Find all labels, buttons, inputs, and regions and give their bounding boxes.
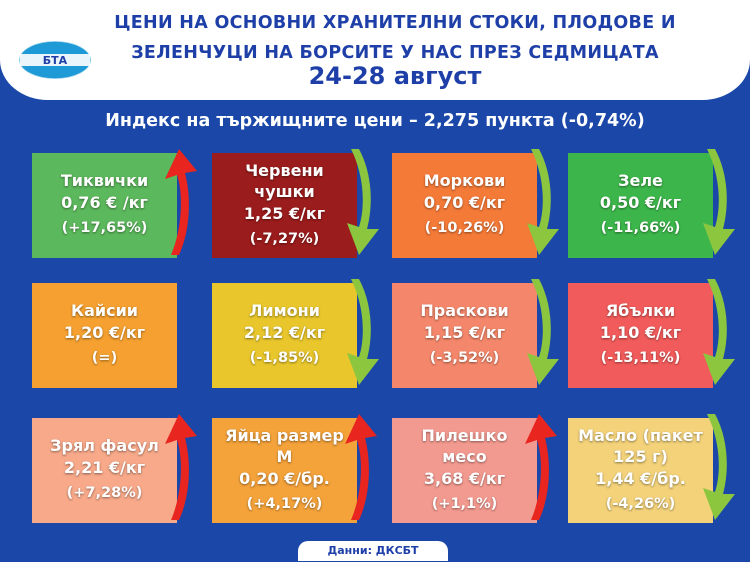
bta-logo: БТА [18,40,92,80]
product-change: (-13,11%) [600,350,681,366]
trend-down-arrow-icon [347,279,379,385]
product-price: 3,68 €/кг [423,468,506,488]
product-name: Червени чушки [245,160,324,201]
product-change: (-4,26%) [605,495,676,512]
product-name: Пилешко месо [421,425,508,466]
trend-down-arrow-icon [347,149,379,255]
product-card: Яйца размер М 0,20 €/бр. (+4,17%) [212,418,357,523]
product-card: Тиквички 0,76 € /кг (+17,65%) [32,153,177,258]
product-name: Зеле [618,171,663,190]
product-change: (-11,66%) [600,220,681,236]
product-name: Ябълки [605,301,676,320]
product-change: (-3,52%) [429,350,500,366]
header-title: ЦЕНИ НА ОСНОВНИ ХРАНИТЕЛНИ СТОКИ, ПЛОДОВ… [100,8,690,68]
product-price: 0,76 € /кг [61,193,148,212]
trend-up-arrow-icon [165,414,197,520]
product-card: Праскови 1,15 €/кг (-3,52%) [392,283,537,388]
trend-down-arrow-icon [703,149,735,255]
product-name: Кайсии [71,301,138,320]
product-card: Червени чушки 1,25 €/кг (-7,27%) [212,153,357,258]
product-name: Тиквички [60,171,149,190]
product-card: Зрял фасул 2,21 €/кг (+7,28%) [32,418,177,523]
product-card: Кайсии 1,20 €/кг (=) [32,283,177,388]
product-price: 1,44 €/бр. [595,468,686,488]
svg-text:БТА: БТА [43,54,68,67]
product-price: 0,20 €/бр. [239,468,330,488]
period-label: 24-28 август [308,62,482,90]
product-name: Праскови [420,301,509,320]
product-card: Масло (пакет 125 г) 1,44 €/бр. (-4,26%) [568,418,713,523]
product-card: Лимони 2,12 €/кг (-1,85%) [212,283,357,388]
title-line-1: ЦЕНИ НА ОСНОВНИ ХРАНИТЕЛНИ СТОКИ, ПЛОДОВ… [114,13,676,33]
product-price: 0,50 €/кг [599,193,682,212]
product-change: (+17,65%) [61,220,148,236]
trend-down-arrow-icon [527,149,559,255]
product-change: (+1,1%) [431,495,498,512]
product-price: 1,15 €/кг [423,323,506,342]
trend-down-arrow-icon [703,279,735,385]
product-price: 1,10 €/кг [599,323,682,342]
product-change: (-1,85%) [249,350,320,366]
trend-up-arrow-icon [345,414,377,520]
product-change: (-10,26%) [424,220,505,236]
product-name: Лимони [249,301,320,320]
trend-up-arrow-icon [525,414,557,520]
product-name: Моркови [423,171,506,190]
product-price: 2,12 €/кг [243,323,326,342]
title-line-2: ЗЕЛЕНЧУЦИ НА БОРСИТЕ У НАС ПРЕЗ СЕДМИЦАТ… [131,43,659,63]
trend-up-arrow-icon [165,149,197,255]
source-label: Данни: ДКСБТ [298,541,448,561]
product-change: (=) [91,350,118,366]
product-card: Пилешко месо 3,68 €/кг (+1,1%) [392,418,537,523]
product-price: 0,70 €/кг [423,193,506,212]
product-name: Яйца размер М [225,425,344,466]
product-card: Ябълки 1,10 €/кг (-13,11%) [568,283,713,388]
trend-down-arrow-icon [703,414,735,520]
product-price: 2,21 €/кг [63,458,146,477]
product-name: Зрял фасул [50,436,159,455]
header-panel [0,0,750,100]
trend-down-arrow-icon [527,279,559,385]
product-name: Масло (пакет 125 г) [578,425,703,466]
product-card: Моркови 0,70 €/кг (-10,26%) [392,153,537,258]
product-change: (+4,17%) [246,495,323,512]
product-price: 1,20 €/кг [63,323,146,342]
product-change: (-7,27%) [249,230,320,247]
product-price: 1,25 €/кг [243,203,326,223]
product-card: Зеле 0,50 €/кг (-11,66%) [568,153,713,258]
product-change: (+7,28%) [66,485,143,501]
index-text: Индекс на тържищните цени – 2,275 пункта… [105,111,645,131]
